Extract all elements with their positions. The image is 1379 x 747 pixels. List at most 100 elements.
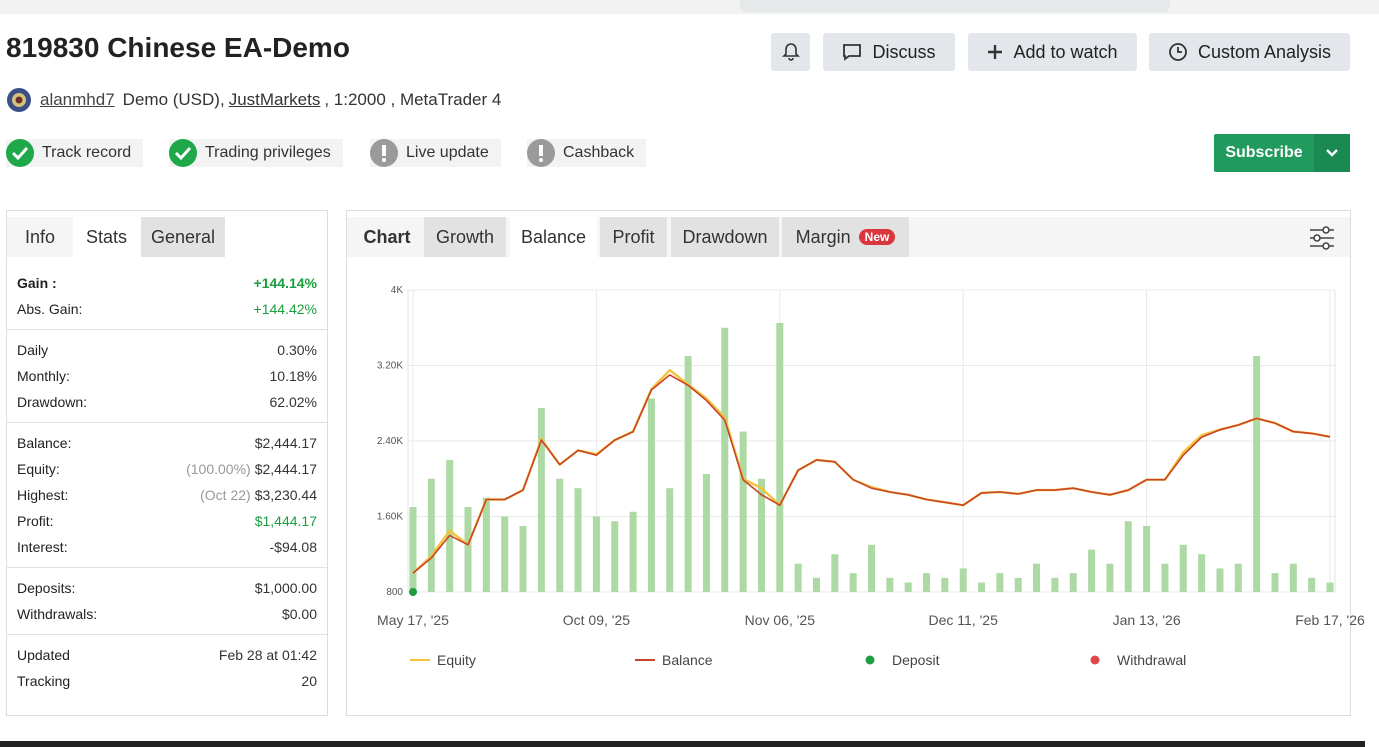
watch-button[interactable]: Add to watch [968, 33, 1137, 71]
tab[interactable]: Chart [363, 226, 411, 247]
x-tick-label: Oct 09, '25 [563, 612, 630, 628]
stats-row: Equity: (100.00%) $2,444.17 [7, 456, 327, 482]
series-line [412, 374, 1331, 574]
bar [996, 573, 1004, 592]
stat-value: $2,444.17 [254, 461, 317, 477]
x-tick-label: May 17, '25 [377, 612, 449, 628]
bar [592, 516, 600, 592]
button-label: Discuss [872, 41, 936, 62]
stat-value: 0.30% [277, 342, 317, 358]
bar [1161, 563, 1169, 592]
subscribe-dropdown[interactable] [1314, 134, 1350, 172]
user-link[interactable]: alanmhd7 [40, 90, 115, 109]
stat-label: Deposits: [17, 580, 76, 596]
stats-group: Daily 0.30% Monthly: 10.18% Drawdown: 62.02% [7, 329, 327, 422]
analysis-button[interactable]: Custom Analysis [1149, 33, 1350, 71]
tab[interactable]: Margin New [782, 217, 909, 257]
button-label: Custom Analysis [1197, 41, 1332, 62]
button-label: Add to watch [1013, 41, 1118, 62]
x-tick-label: Jan 13, '26 [1113, 612, 1181, 628]
badge: Track record [6, 139, 144, 167]
stat-value: -$94.08 [269, 539, 317, 555]
check-icon [174, 146, 192, 160]
tab[interactable]: Growth [424, 217, 506, 257]
bar [1179, 544, 1187, 592]
stats-row: Tracking 20 [7, 668, 327, 694]
bar [1088, 549, 1096, 592]
bar [482, 497, 490, 592]
badge-icon [6, 139, 34, 167]
subscribe-button[interactable]: Subscribe [1214, 134, 1350, 172]
bar [721, 327, 729, 592]
discuss-button[interactable]: Discuss [823, 33, 955, 71]
exclamation-icon [382, 145, 386, 162]
bar [1124, 521, 1132, 592]
legend-label: Balance [662, 652, 713, 668]
bar [739, 431, 747, 592]
bottom-bar [0, 741, 1365, 747]
tab-active[interactable]: Balance [510, 217, 597, 257]
bar [1143, 525, 1151, 592]
legend-swatch [1090, 655, 1100, 665]
tab-active[interactable]: Stats [73, 217, 140, 257]
bar [1326, 582, 1334, 592]
account-details: , 1:2000 , MetaTrader 4 [324, 90, 502, 109]
settings-icon[interactable] [1309, 226, 1335, 250]
account-type: Demo (USD), [122, 90, 225, 109]
bar [959, 568, 967, 592]
legend-label: Equity [437, 652, 476, 668]
bar [1106, 563, 1114, 592]
bar [446, 459, 454, 592]
y-tick-label: 1.60K [377, 512, 403, 523]
bar [1289, 563, 1297, 592]
stat-label: Equity: [17, 461, 60, 477]
tab[interactable]: General [141, 217, 225, 257]
bar [1033, 563, 1041, 592]
bar [941, 577, 949, 592]
stat-value: 62.02% [269, 394, 317, 410]
chevron-icon [1326, 149, 1338, 157]
badge-icon [527, 139, 555, 167]
clock-icon [1169, 43, 1187, 61]
x-tick-label: Feb 17, '26 [1295, 612, 1365, 628]
stats-row: Highest: (Oct 22) $3,230.44 [7, 482, 327, 508]
tab[interactable]: Info [7, 217, 73, 257]
avatar[interactable] [6, 87, 32, 113]
stat-note: (Oct 22) [200, 487, 251, 503]
bar [1308, 577, 1316, 592]
stat-value: $1,000.00 [254, 580, 317, 596]
bar [611, 521, 619, 592]
y-tick-label: 3.20K [377, 361, 403, 372]
bar [702, 474, 710, 592]
badge-label: Cashback [563, 144, 635, 161]
bar [537, 407, 545, 592]
bar [923, 573, 931, 592]
stat-value: $0.00 [281, 606, 317, 622]
broker-link[interactable]: JustMarkets [228, 90, 321, 109]
stat-value: +144.14% [253, 275, 317, 291]
stats-row: Profit: $1,444.17 [7, 508, 327, 534]
tab[interactable]: Drawdown [671, 217, 779, 257]
chat-icon [843, 44, 862, 61]
bar [886, 577, 894, 592]
bar [629, 511, 637, 592]
new-badge: New [858, 229, 896, 245]
stat-label: Gain : [17, 275, 57, 291]
stats-row: Drawdown: 62.02% [7, 389, 327, 415]
badge: Trading privileges [169, 139, 343, 167]
bar [1234, 563, 1242, 592]
tab[interactable]: Profit [600, 217, 667, 257]
alert-button[interactable] [771, 33, 810, 71]
stats-list: Gain : +144.14% Abs. Gain: +144.42% Daily 0.3… [7, 263, 327, 701]
y-tick-label: 800 [386, 587, 403, 598]
stat-value: $2,444.17 [254, 435, 317, 451]
bar [1014, 577, 1022, 592]
point [409, 588, 417, 596]
bar [776, 323, 784, 592]
stats-group: Deposits: $1,000.00 Withdrawals: $0.00 [7, 567, 327, 634]
badge: Live update [370, 139, 501, 167]
bar [647, 398, 655, 592]
bar [849, 573, 857, 592]
